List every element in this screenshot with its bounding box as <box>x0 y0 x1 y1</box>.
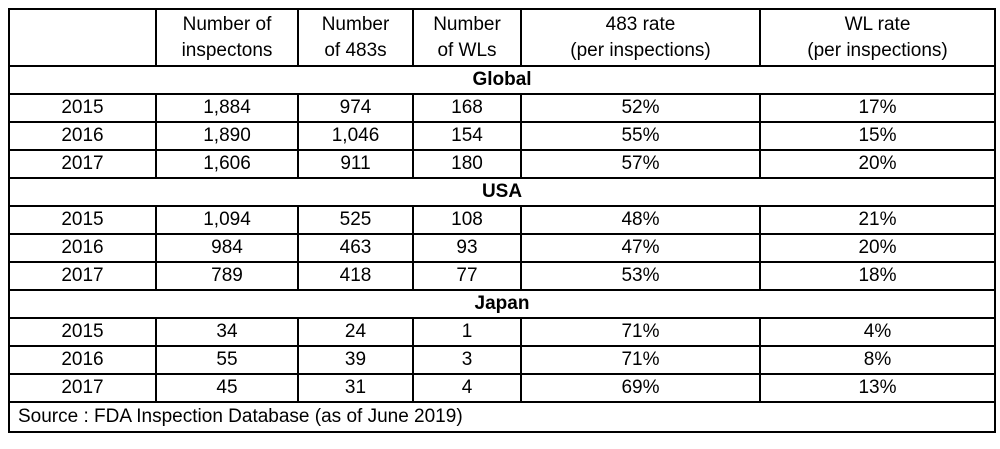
year-cell: 2017 <box>8 149 157 179</box>
wls-cell: 168 <box>412 93 522 123</box>
col-header-inspections: Number of inspectons <box>155 8 299 67</box>
table-row-global-2017: 2017 1,606 911 180 57% 20% <box>8 149 996 179</box>
wl-rate-cell: 18% <box>759 261 996 291</box>
col-header-wl-rate: WL rate (per inspections) <box>759 8 996 67</box>
483s-cell: 911 <box>297 149 414 179</box>
inspections-cell: 45 <box>155 373 299 403</box>
inspections-cell: 1,606 <box>155 149 299 179</box>
wl-rate-cell: 20% <box>759 233 996 263</box>
wl-rate-cell: 21% <box>759 205 996 235</box>
table-row-usa-2017: 2017 789 418 77 53% 18% <box>8 261 996 291</box>
section-header-global: Global <box>8 65 996 95</box>
483s-cell: 24 <box>297 317 414 347</box>
col-header-wls: Number of WLs <box>412 8 522 67</box>
wls-cell: 93 <box>412 233 522 263</box>
inspections-cell: 1,094 <box>155 205 299 235</box>
source-row: Source : FDA Inspection Database (as of … <box>8 401 996 433</box>
table-row-japan-2017: 2017 45 31 4 69% 13% <box>8 373 996 403</box>
inspections-cell: 984 <box>155 233 299 263</box>
year-cell: 2016 <box>8 233 157 263</box>
483-rate-cell: 52% <box>520 93 761 123</box>
table-row-usa-2015: 2015 1,094 525 108 48% 21% <box>8 205 996 235</box>
col-header-year <box>8 8 157 67</box>
year-cell: 2016 <box>8 121 157 151</box>
483s-cell: 974 <box>297 93 414 123</box>
wls-cell: 3 <box>412 345 522 375</box>
year-cell: 2015 <box>8 317 157 347</box>
wl-rate-cell: 4% <box>759 317 996 347</box>
483s-cell: 418 <box>297 261 414 291</box>
section-header-usa: USA <box>8 177 996 207</box>
col-header-483s: Number of 483s <box>297 8 414 67</box>
inspections-cell: 34 <box>155 317 299 347</box>
483-rate-cell: 47% <box>520 233 761 263</box>
wl-rate-cell: 13% <box>759 373 996 403</box>
483-rate-cell: 71% <box>520 317 761 347</box>
table-row-global-2015: 2015 1,884 974 168 52% 17% <box>8 93 996 123</box>
year-cell: 2017 <box>8 373 157 403</box>
wl-rate-cell: 15% <box>759 121 996 151</box>
483-rate-cell: 57% <box>520 149 761 179</box>
table-row-global-2016: 2016 1,890 1,046 154 55% 15% <box>8 121 996 151</box>
483s-cell: 39 <box>297 345 414 375</box>
483-rate-cell: 55% <box>520 121 761 151</box>
483-rate-cell: 53% <box>520 261 761 291</box>
section-header-japan: Japan <box>8 289 996 319</box>
inspections-cell: 789 <box>155 261 299 291</box>
table-header-row: Number of inspectons Number of 483s Numb… <box>8 8 996 67</box>
year-cell: 2016 <box>8 345 157 375</box>
inspections-cell: 1,884 <box>155 93 299 123</box>
wls-cell: 154 <box>412 121 522 151</box>
483s-cell: 463 <box>297 233 414 263</box>
col-header-483-rate: 483 rate (per inspections) <box>520 8 761 67</box>
inspections-cell: 55 <box>155 345 299 375</box>
table-row-japan-2015: 2015 34 24 1 71% 4% <box>8 317 996 347</box>
fda-inspection-table: Number of inspectons Number of 483s Numb… <box>8 8 996 433</box>
table-row-usa-2016: 2016 984 463 93 47% 20% <box>8 233 996 263</box>
year-cell: 2015 <box>8 93 157 123</box>
wls-cell: 180 <box>412 149 522 179</box>
wls-cell: 77 <box>412 261 522 291</box>
wls-cell: 108 <box>412 205 522 235</box>
wl-rate-cell: 20% <box>759 149 996 179</box>
wl-rate-cell: 17% <box>759 93 996 123</box>
year-cell: 2015 <box>8 205 157 235</box>
section-row-usa: USA <box>8 177 996 207</box>
483s-cell: 1,046 <box>297 121 414 151</box>
483-rate-cell: 71% <box>520 345 761 375</box>
section-row-global: Global <box>8 65 996 95</box>
wls-cell: 1 <box>412 317 522 347</box>
483s-cell: 31 <box>297 373 414 403</box>
table-row-japan-2016: 2016 55 39 3 71% 8% <box>8 345 996 375</box>
source-note: Source : FDA Inspection Database (as of … <box>8 401 996 433</box>
section-row-japan: Japan <box>8 289 996 319</box>
year-cell: 2017 <box>8 261 157 291</box>
inspections-cell: 1,890 <box>155 121 299 151</box>
wls-cell: 4 <box>412 373 522 403</box>
483-rate-cell: 69% <box>520 373 761 403</box>
483s-cell: 525 <box>297 205 414 235</box>
wl-rate-cell: 8% <box>759 345 996 375</box>
483-rate-cell: 48% <box>520 205 761 235</box>
